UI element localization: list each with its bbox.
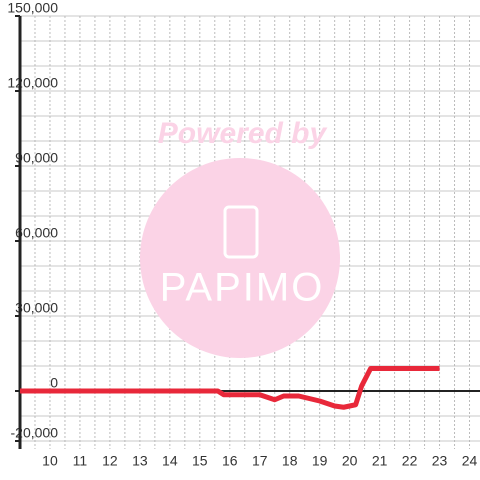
x-tick-label: 20 xyxy=(342,453,358,469)
watermark-text: Powered by xyxy=(158,117,328,150)
x-tick-label: 11 xyxy=(73,453,88,469)
x-tick-label: 22 xyxy=(402,453,418,469)
x-tick-label: 23 xyxy=(432,453,448,469)
x-tick-label: 18 xyxy=(282,453,298,469)
y-tick-label: 0 xyxy=(50,375,58,391)
x-tick-label: 17 xyxy=(252,453,268,469)
x-tick-label: 24 xyxy=(462,453,478,469)
y-tick-label: 30,000 xyxy=(15,300,58,316)
x-tick-label: 13 xyxy=(132,453,148,469)
x-tick-label: 12 xyxy=(102,453,118,469)
line-series xyxy=(20,366,440,410)
x-tick-label: 21 xyxy=(372,453,388,469)
watermark-logo: PAPIMO xyxy=(160,266,325,310)
x-tick-label: 10 xyxy=(42,453,58,469)
x-tick-label: 15 xyxy=(192,453,208,469)
x-tick-label: 14 xyxy=(162,453,178,469)
y-tick-label: -20,000 xyxy=(11,425,59,441)
y-tick-label: 90,000 xyxy=(15,150,58,166)
y-tick-label: 60,000 xyxy=(15,225,58,241)
y-tick-label: 120,000 xyxy=(7,75,58,91)
x-tick-label: 19 xyxy=(312,453,328,469)
phone-icon xyxy=(223,205,259,259)
y-tick-label: 150,000 xyxy=(7,0,58,16)
x-tick-label: 16 xyxy=(222,453,238,469)
watermark: Powered by PAPIMO xyxy=(140,117,340,358)
